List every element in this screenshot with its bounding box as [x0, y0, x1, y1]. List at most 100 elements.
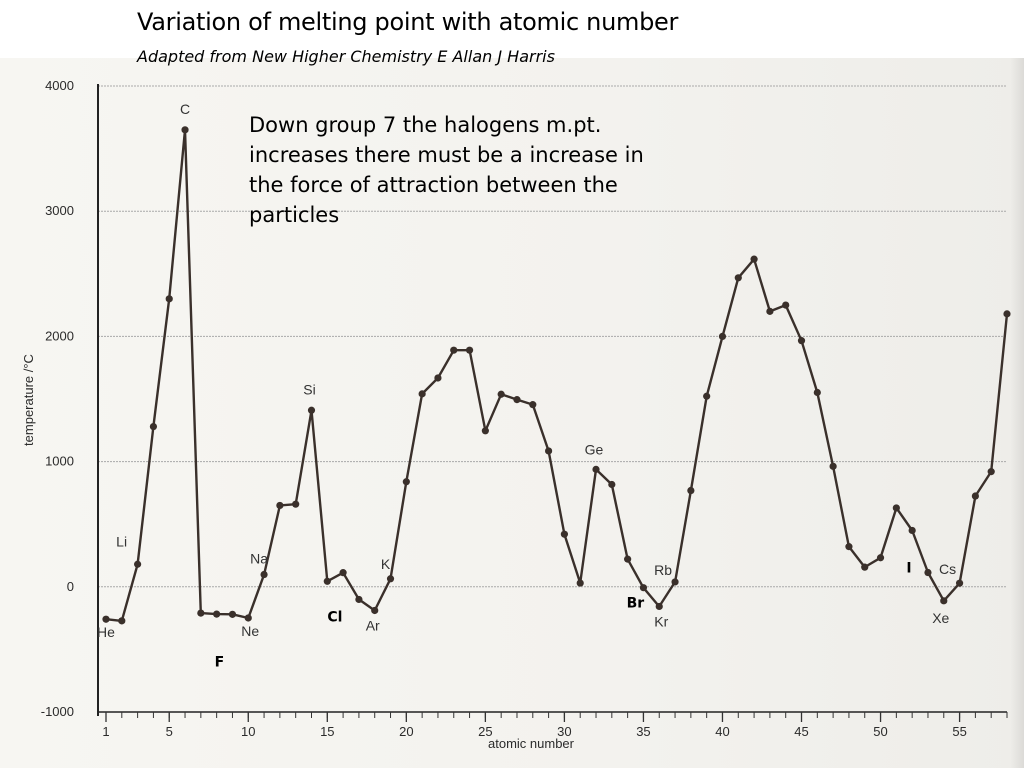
data-point [892, 504, 900, 512]
data-point [481, 427, 489, 435]
data-point [608, 480, 616, 489]
data-point [181, 126, 189, 134]
y-tick-label: 3000 [45, 203, 74, 218]
data-point [576, 579, 584, 587]
data-point [560, 530, 569, 538]
annotation-line: increases there must be a increase in [249, 143, 644, 167]
data-point [323, 577, 331, 585]
data-point [940, 597, 948, 605]
scan-shadow-edge [1010, 58, 1024, 768]
halogen-annotation: Down group 7 the halogens m.pt. increase… [249, 110, 719, 230]
series-line [105, 128, 1009, 623]
element-label: Ar [366, 617, 380, 633]
data-point [513, 396, 521, 404]
annotation-line: the force of attraction between the [249, 173, 618, 197]
data-point [260, 570, 268, 579]
x-tick-label: 25 [478, 724, 492, 739]
data-point [797, 337, 806, 345]
x-tick-label: 40 [715, 724, 729, 739]
x-tick-label: 30 [557, 724, 571, 739]
data-point [228, 610, 237, 618]
data-point [782, 301, 790, 309]
data-point [118, 617, 126, 625]
data-point [497, 390, 505, 398]
data-point [655, 602, 663, 611]
data-point [544, 447, 553, 455]
annotation-line: Down group 7 the halogens m.pt. [249, 113, 602, 137]
data-point [355, 595, 363, 604]
data-point [244, 614, 252, 622]
halogen-label: I [906, 561, 911, 577]
data-point [307, 406, 316, 414]
data-point [213, 610, 221, 618]
data-point [371, 606, 379, 615]
y-tick-label: 4000 [45, 78, 74, 93]
data-point [418, 390, 426, 398]
data-point [592, 465, 600, 473]
data-point [971, 492, 979, 500]
x-tick-label: 1 [102, 724, 109, 739]
element-label: Ge [585, 441, 604, 457]
x-tick-label: 5 [166, 724, 173, 739]
element-label: Rb [654, 562, 672, 578]
data-point [134, 560, 142, 568]
data-point [386, 575, 395, 583]
data-point [276, 501, 284, 510]
series-melting-point [102, 126, 1011, 625]
data-point [718, 332, 727, 340]
y-tick-label: 2000 [45, 328, 74, 343]
halogen-label: Br [627, 596, 645, 612]
element-label: Cs [939, 561, 956, 577]
x-tick-label: 20 [399, 724, 413, 739]
element-label: Si [303, 381, 315, 397]
x-axis-title: atomic number [488, 736, 575, 751]
data-point [750, 255, 758, 263]
x-tick-label: 50 [873, 724, 887, 739]
data-point [339, 569, 347, 577]
data-point [861, 563, 869, 571]
chart-subtitle: Adapted from New Higher Chemistry E Alla… [137, 47, 555, 66]
data-point [465, 346, 474, 354]
y-tick-label: -1000 [41, 704, 74, 719]
y-tick-label: 1000 [45, 454, 74, 469]
element-label: He [97, 624, 115, 640]
data-point [671, 578, 679, 586]
y-tick-label: 0 [67, 579, 74, 594]
x-tick-label: 35 [636, 724, 650, 739]
element-label: Kr [654, 613, 668, 629]
halogen-label: F [215, 654, 225, 670]
data-point [165, 295, 173, 303]
data-point [624, 555, 632, 563]
data-point [687, 486, 695, 495]
data-point [703, 392, 711, 400]
data-point [829, 462, 837, 470]
data-point [766, 307, 774, 315]
data-point [450, 346, 458, 354]
data-point [292, 500, 300, 508]
data-point [1003, 310, 1011, 318]
x-tick-label: 15 [320, 724, 334, 739]
element-label: Ne [241, 623, 259, 639]
element-label: K [381, 556, 391, 572]
scanned-figure-background [0, 58, 1024, 768]
halogen-label: Cl [327, 609, 342, 625]
data-point [876, 554, 885, 562]
element-label: Li [116, 533, 127, 549]
x-tick-label: 45 [794, 724, 808, 739]
data-point [149, 422, 158, 431]
element-label: C [180, 101, 190, 117]
element-label: Na [250, 551, 268, 567]
data-point [987, 468, 995, 476]
data-point [908, 526, 916, 535]
data-point [102, 615, 110, 623]
data-point [955, 579, 964, 587]
data-point [845, 543, 853, 551]
y-axis-title: temperature /°C [21, 354, 36, 446]
data-point [639, 584, 648, 592]
x-tick-label: 10 [241, 724, 255, 739]
data-point [402, 478, 410, 486]
data-point [813, 388, 821, 397]
